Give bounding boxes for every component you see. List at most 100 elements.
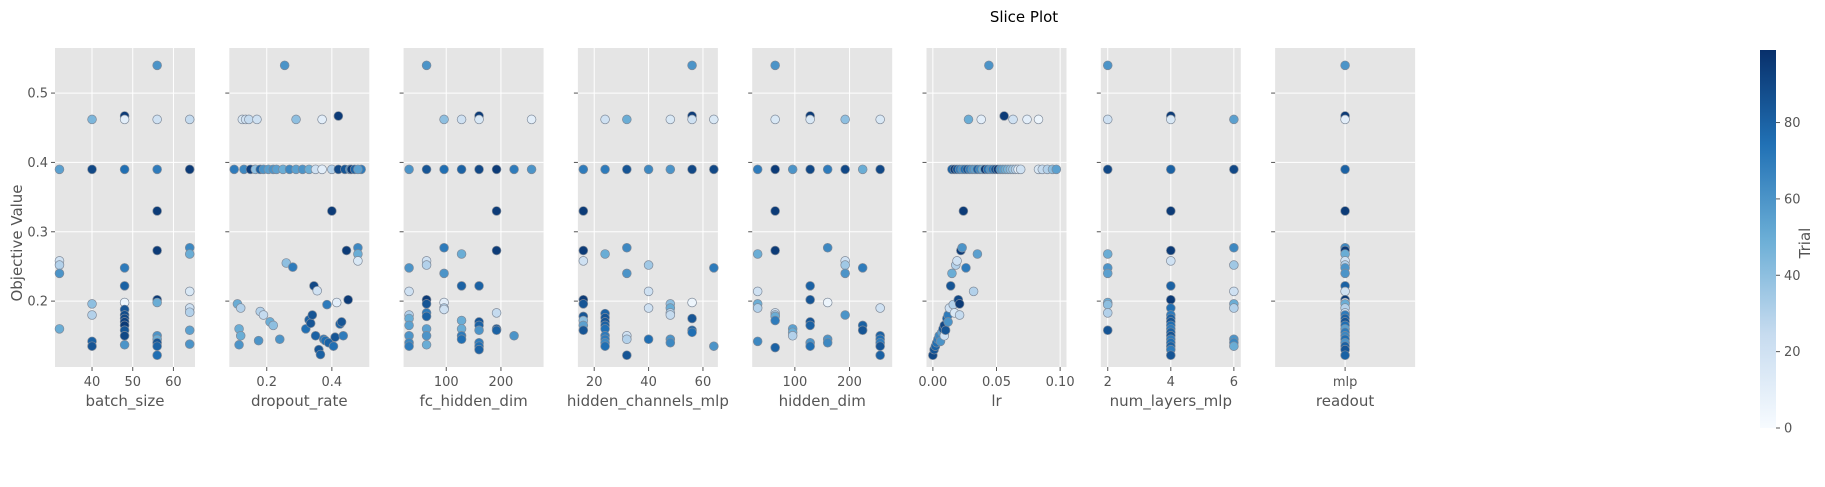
data-point — [1166, 164, 1176, 175]
x-tick-label: 0.10 — [1046, 375, 1075, 390]
colorbar-tick-label: 0 — [1784, 422, 1792, 437]
data-point — [1102, 325, 1113, 335]
x-tick-label: 0.2 — [256, 375, 277, 390]
data-point — [1340, 286, 1350, 297]
data-point — [622, 114, 632, 125]
data-point — [54, 164, 65, 175]
data-point — [972, 249, 983, 259]
data-point — [456, 249, 467, 259]
x-axis-label: hidden_channels_mlp — [567, 392, 729, 411]
data-point — [119, 331, 130, 341]
data-point — [54, 260, 65, 270]
data-point — [275, 334, 285, 345]
data-point — [822, 242, 833, 253]
data-point — [253, 335, 264, 346]
data-point — [1229, 114, 1239, 125]
panel-background — [577, 48, 718, 367]
data-point — [752, 336, 763, 347]
colorbar-gradient — [1760, 50, 1776, 428]
data-point — [1166, 114, 1176, 125]
data-point — [421, 331, 432, 341]
data-point — [404, 164, 414, 175]
data-point — [875, 164, 885, 175]
colorbar-tick-label: 20 — [1784, 345, 1801, 360]
data-point — [687, 164, 697, 175]
x-tick-label: 0.4 — [322, 375, 343, 390]
data-point — [709, 341, 719, 351]
data-point — [119, 340, 130, 350]
data-point — [439, 114, 449, 125]
data-point — [840, 260, 850, 270]
data-point — [805, 164, 815, 175]
data-point — [421, 164, 432, 175]
data-point — [805, 320, 815, 331]
data-point — [1102, 268, 1113, 279]
data-point — [317, 114, 327, 125]
x-axis-label: lr — [991, 392, 1002, 410]
data-point — [474, 281, 484, 291]
data-point — [404, 286, 414, 297]
data-point — [857, 263, 868, 273]
data-point — [1229, 303, 1239, 313]
x-tick-label: 100 — [434, 375, 459, 390]
x-tick-label: 40 — [640, 375, 657, 390]
data-point — [578, 206, 589, 216]
data-point — [491, 164, 502, 175]
colorbar-tick-label: 80 — [1784, 116, 1801, 131]
data-point — [1102, 60, 1113, 71]
data-point — [709, 164, 719, 175]
data-point — [87, 114, 97, 125]
data-point — [152, 60, 162, 71]
data-point — [291, 114, 301, 125]
colorbar-tick-label: 60 — [1784, 192, 1801, 207]
data-point — [1102, 164, 1113, 175]
data-point — [456, 114, 467, 125]
data-point — [474, 325, 484, 335]
data-point — [687, 60, 697, 71]
x-axis-label: batch_size — [86, 392, 165, 411]
data-point — [1340, 164, 1350, 175]
x-tick-label: 4 — [1167, 375, 1175, 390]
data-point — [1008, 114, 1018, 125]
data-point — [509, 164, 519, 175]
data-point — [578, 164, 589, 175]
data-point — [1166, 281, 1176, 291]
data-point — [984, 60, 994, 71]
colorbar-tick-label: 40 — [1784, 269, 1801, 284]
data-point — [279, 60, 290, 71]
data-point — [305, 318, 316, 329]
data-point — [770, 164, 780, 175]
data-point — [770, 342, 780, 353]
data-point — [229, 164, 239, 175]
data-point — [152, 341, 162, 351]
data-point — [822, 297, 833, 308]
data-point — [87, 310, 97, 320]
data-point — [1229, 164, 1239, 175]
data-point — [456, 334, 467, 345]
data-point — [439, 164, 449, 175]
data-point — [875, 350, 885, 360]
data-point — [687, 297, 697, 308]
data-point — [184, 307, 195, 317]
data-point — [622, 242, 632, 253]
x-axis-label: readout — [1316, 392, 1374, 410]
data-point — [331, 297, 342, 308]
data-point — [491, 245, 502, 256]
data-point — [805, 294, 815, 305]
data-point — [152, 297, 162, 308]
data-point — [152, 245, 162, 256]
data-point — [976, 114, 986, 125]
data-point — [1102, 249, 1113, 259]
data-point — [1229, 341, 1239, 351]
data-point — [945, 281, 956, 291]
data-point — [1166, 294, 1176, 305]
data-point — [770, 245, 780, 256]
x-tick-label: 200 — [489, 375, 514, 390]
data-point — [288, 262, 298, 272]
data-point — [875, 114, 885, 125]
data-point — [184, 286, 195, 297]
x-tick-label: 0.00 — [918, 375, 947, 390]
data-point — [1229, 260, 1239, 270]
y-tick-label: 0.2 — [27, 295, 48, 310]
